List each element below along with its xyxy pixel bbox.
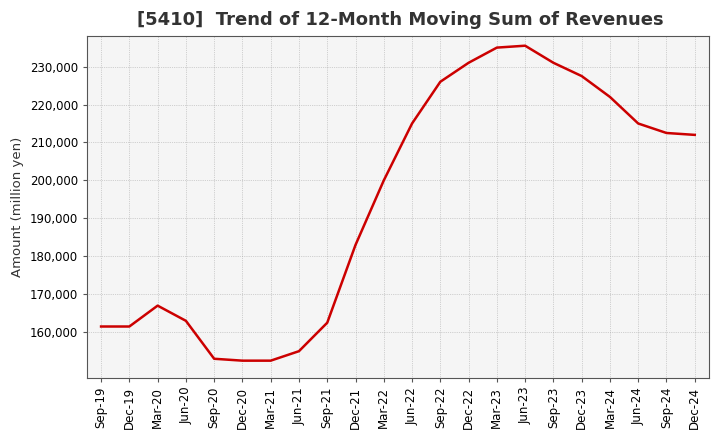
Y-axis label: Amount (million yen): Amount (million yen) — [11, 137, 24, 277]
Text: [5410]  Trend of 12-Month Moving Sum of Revenues: [5410] Trend of 12-Month Moving Sum of R… — [137, 11, 663, 29]
